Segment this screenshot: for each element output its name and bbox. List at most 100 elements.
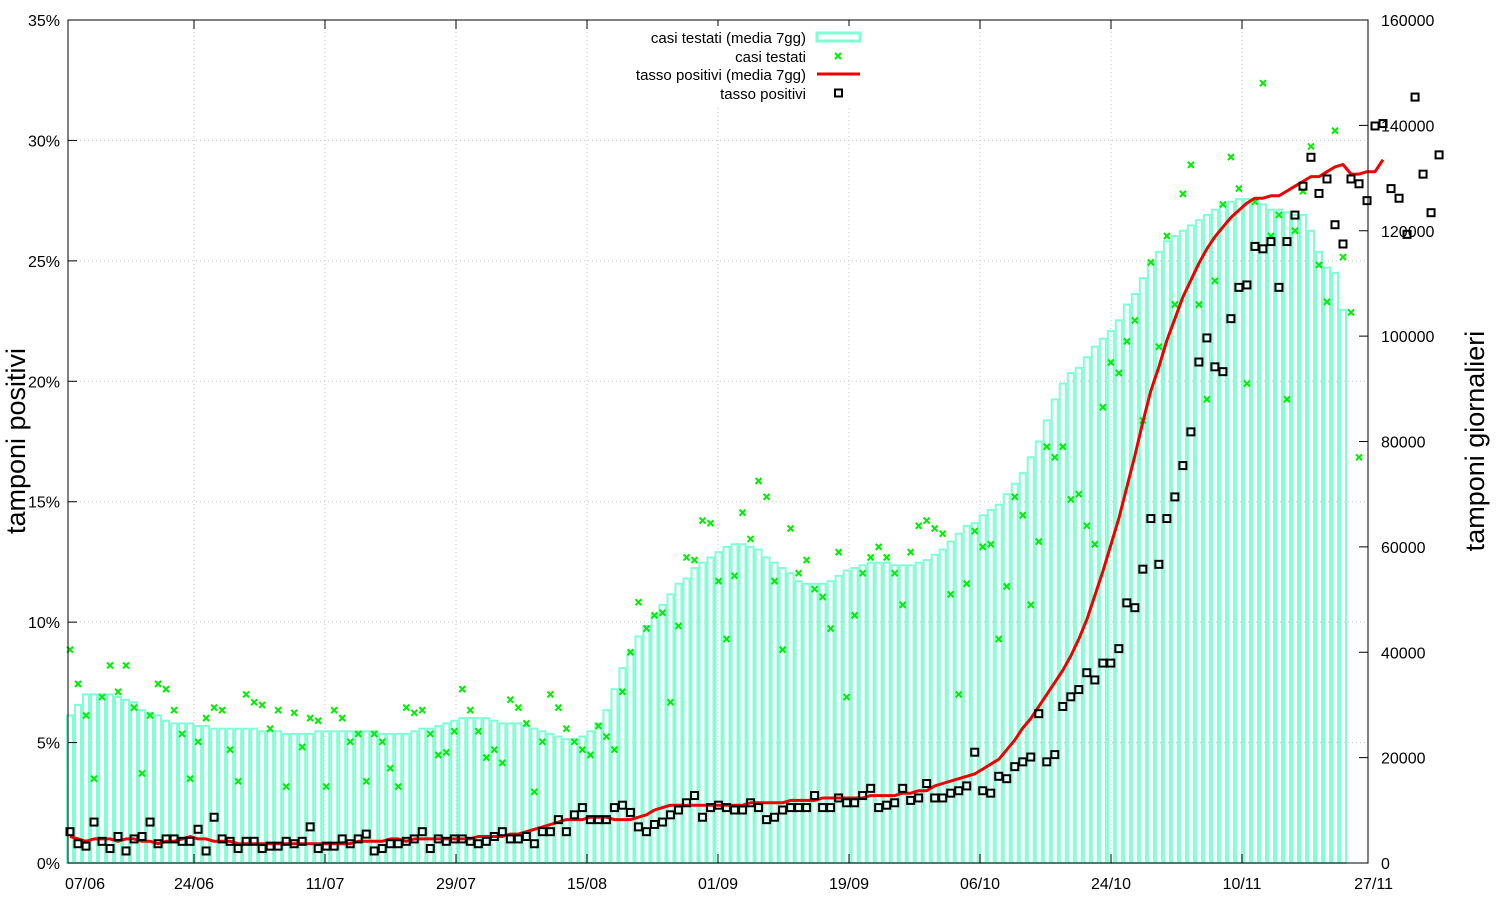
rate-point — [1378, 119, 1388, 129]
bar — [1050, 398, 1059, 864]
bar — [1122, 303, 1131, 864]
bar — [746, 545, 755, 864]
bar — [1314, 250, 1323, 864]
rate-point — [449, 834, 459, 844]
bar — [202, 725, 211, 865]
rate-point — [1090, 675, 1100, 685]
tests-point — [82, 711, 90, 720]
bar — [938, 548, 947, 865]
rate-point — [137, 832, 147, 842]
tests-point — [842, 693, 851, 701]
bar — [650, 614, 659, 865]
tests-point — [442, 748, 451, 757]
rate-point — [1250, 241, 1260, 251]
bar — [362, 730, 371, 864]
tests-scatter-series — [66, 79, 1363, 796]
rate-point — [858, 791, 868, 801]
bar — [658, 603, 667, 864]
rate-point — [65, 827, 75, 837]
tests-point — [314, 717, 322, 725]
legend-label: casi testati (media 7gg) — [651, 30, 806, 47]
x-tick-label: 07/06 — [65, 876, 105, 893]
x-tick-label: 10/11 — [1223, 876, 1262, 893]
bar — [818, 582, 827, 864]
tests-point — [874, 543, 883, 551]
rate-point — [161, 834, 171, 844]
bar — [1042, 419, 1051, 864]
tests-point — [122, 661, 130, 670]
tests-point — [154, 680, 162, 688]
bar — [1058, 382, 1067, 864]
rate-point — [1434, 150, 1444, 160]
rate-point — [826, 803, 836, 813]
bar — [698, 561, 707, 865]
bar — [570, 738, 579, 865]
rate-point — [1282, 237, 1292, 247]
bar — [386, 732, 395, 865]
tests-point — [530, 788, 539, 796]
left-tick-label: 30% — [28, 133, 60, 150]
rate-point — [121, 846, 131, 856]
tests-point — [1323, 298, 1331, 306]
tests-point — [1291, 227, 1299, 235]
rate-point — [946, 788, 956, 798]
tests-point — [626, 648, 635, 656]
rate-point — [922, 779, 932, 789]
rate-point — [890, 798, 900, 808]
bar — [482, 717, 491, 864]
rate-point — [337, 834, 347, 844]
rate-point — [537, 827, 547, 837]
rate-point — [1162, 514, 1172, 524]
rate-point — [794, 803, 804, 813]
tests-point — [1211, 277, 1219, 285]
rate-point — [994, 771, 1004, 781]
tests-point — [1019, 511, 1027, 519]
left-tick-label: 35% — [28, 13, 60, 30]
tests-point — [634, 598, 643, 606]
rate-point — [1098, 658, 1108, 668]
tests-point — [762, 493, 771, 501]
bar — [530, 727, 539, 864]
rate-point — [225, 836, 235, 846]
tests-point — [226, 746, 234, 754]
rate-point — [81, 841, 91, 851]
rate-point — [1362, 196, 1372, 206]
rate-point — [818, 803, 828, 813]
rate-point — [409, 834, 419, 844]
x-tick-label: 01/09 — [698, 876, 738, 893]
tests-point — [674, 622, 683, 630]
rate-point — [505, 834, 515, 844]
rate-point — [689, 791, 699, 801]
rate-point — [1306, 152, 1316, 162]
rate-point — [1002, 774, 1012, 784]
rate-point — [169, 834, 179, 844]
tests-point — [610, 746, 619, 754]
bar — [402, 732, 411, 865]
rate-point — [898, 783, 908, 793]
rate-point — [329, 841, 339, 851]
tests-point — [506, 695, 515, 704]
tests-point — [202, 714, 210, 722]
rate-point — [842, 798, 852, 808]
rate-point — [1426, 208, 1436, 218]
rate-point — [1010, 762, 1020, 772]
rate-point — [177, 836, 187, 846]
rate-point — [1338, 239, 1348, 249]
tests-point — [394, 782, 402, 791]
bar — [498, 722, 507, 864]
left-axis-ticks: 0% 5% 10% 15% 20% 25% 30% 35% — [28, 13, 77, 873]
tests-point — [1355, 453, 1363, 462]
bar — [1290, 213, 1299, 865]
tests-point — [1227, 153, 1235, 161]
bar — [370, 730, 379, 864]
tests-point — [386, 764, 394, 772]
bar — [882, 561, 891, 865]
rate-point — [377, 844, 387, 854]
tests-point — [786, 524, 795, 533]
rate-point — [657, 817, 667, 827]
rate-point — [1058, 701, 1068, 711]
bar — [418, 727, 427, 864]
tests-point — [834, 548, 843, 556]
tests-point — [362, 777, 370, 786]
